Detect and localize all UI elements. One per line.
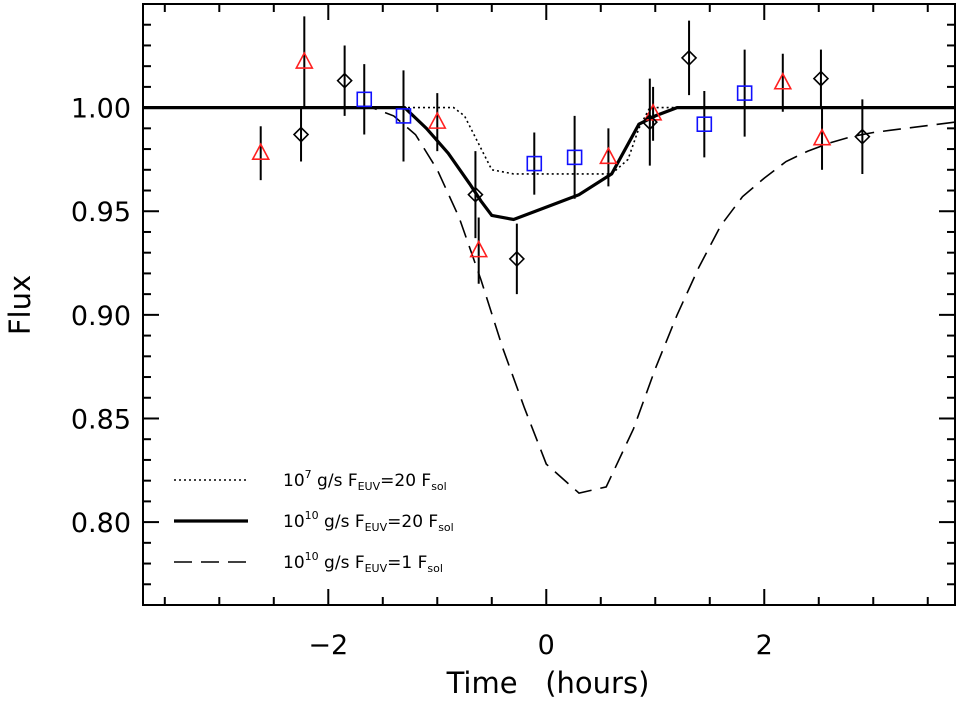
triangle-marker xyxy=(469,239,489,258)
y-tick-label: 1.00 xyxy=(71,94,131,125)
diamond-marker xyxy=(336,72,353,89)
plot-frame xyxy=(142,3,956,606)
x-axis-title: Time (hours) xyxy=(446,666,650,700)
square-marker xyxy=(526,155,543,172)
model-line-dotted xyxy=(143,106,955,175)
square-marker xyxy=(566,149,583,166)
model-line-dashed xyxy=(143,106,956,494)
square-marker xyxy=(736,85,753,101)
diamond-marker xyxy=(508,250,525,268)
x-tick-label: 0 xyxy=(538,630,555,661)
y-tick-label: 0.85 xyxy=(71,404,131,435)
diamond-marker xyxy=(812,70,830,87)
model-line-solid xyxy=(143,106,955,222)
triangle-marker xyxy=(599,146,618,165)
diamond-marker xyxy=(467,186,484,203)
triangle-marker xyxy=(773,72,793,90)
axis-ticks: −2 0 2 0.80 0.85 0.90 0.95 1.00 xyxy=(71,4,955,661)
diamond-marker xyxy=(680,49,698,67)
x-tick-label: −2 xyxy=(308,630,348,661)
legend: 107 g/s FEUV=20 Fsol 1010 g/s FEUV=20 Fso… xyxy=(174,468,454,575)
legend-label: 107 g/s FEUV=20 Fsol xyxy=(283,468,447,493)
observation-points xyxy=(251,16,871,295)
diamond-marker xyxy=(292,126,310,143)
x-tick-label: 2 xyxy=(756,630,773,661)
triangle-marker xyxy=(251,142,271,161)
y-tick-label: 0.80 xyxy=(71,508,131,539)
legend-label: 1010 g/s FEUV=20 Fsol xyxy=(283,509,454,534)
triangle-marker xyxy=(812,128,832,146)
legend-label: 1010 g/s FEUV=1 Fsol xyxy=(283,550,443,575)
triangle-marker xyxy=(294,51,314,69)
model-curves xyxy=(143,106,956,494)
diamond-marker xyxy=(641,113,658,131)
diamond-marker xyxy=(854,128,871,145)
square-marker xyxy=(696,116,713,132)
y-tick-label: 0.90 xyxy=(71,301,131,332)
y-axis-title: Flux xyxy=(3,275,37,335)
y-tick-label: 0.95 xyxy=(71,197,131,228)
triangle-marker xyxy=(427,111,447,129)
square-marker xyxy=(356,91,373,108)
square-marker xyxy=(395,108,412,124)
